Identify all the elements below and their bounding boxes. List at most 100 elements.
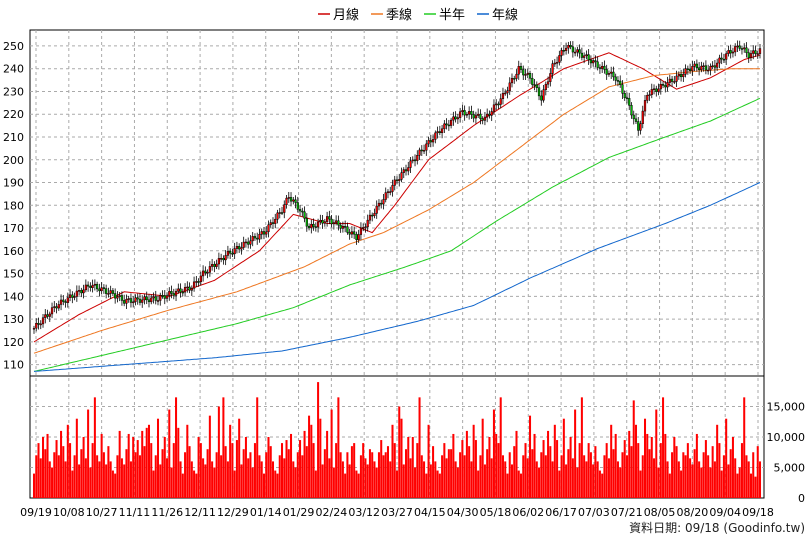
ma-year-line — [33, 182, 761, 372]
candle-body — [583, 55, 586, 58]
candle-body — [123, 300, 126, 304]
candle-body — [531, 77, 534, 85]
candle-body — [100, 287, 103, 292]
candle-body — [483, 116, 487, 121]
candle-body — [186, 286, 189, 289]
volume-bar — [747, 461, 750, 498]
volume-bar — [166, 458, 169, 498]
candle-body — [648, 94, 651, 96]
price-tick-240: 240 — [3, 63, 24, 76]
candle-body — [161, 295, 164, 297]
volume-bar — [260, 461, 263, 498]
candle-body — [560, 49, 563, 56]
price-tick-210: 210 — [3, 131, 24, 144]
volume-bar — [625, 455, 628, 498]
volume-bar — [294, 467, 297, 498]
volume-bar — [292, 461, 295, 498]
x-label-22: 09/18 — [742, 506, 774, 519]
volume-bar — [666, 461, 669, 498]
volume-bar — [567, 449, 570, 498]
volume-bar — [734, 458, 737, 498]
candle-body — [574, 51, 577, 54]
candle-body — [337, 220, 340, 226]
volume-bar — [71, 470, 74, 498]
candle-body — [461, 110, 464, 112]
ma-month-line — [33, 52, 761, 343]
volume-bar — [603, 455, 606, 498]
ma-half-line — [33, 97, 761, 372]
volume-bar — [301, 455, 304, 498]
candle-body — [206, 272, 209, 274]
volume-bars — [32, 382, 762, 498]
volume-bar — [337, 397, 340, 498]
volume-bar — [353, 443, 356, 498]
candle-body — [747, 52, 750, 59]
volume-bar — [287, 449, 290, 498]
volume-bar — [274, 470, 277, 498]
volume-bar — [418, 397, 421, 498]
candle-body — [217, 258, 220, 265]
candle-body — [39, 323, 42, 326]
x-label-2: 10/27 — [86, 506, 118, 519]
candle-body — [355, 233, 358, 240]
price-axis-labels: 110 120 130 140 150 160 170 180 190 200 210 220 230 2… — [3, 40, 24, 372]
candle-body — [427, 140, 430, 145]
volume-bar — [87, 409, 90, 498]
candle-body — [226, 251, 230, 256]
candle-body — [666, 82, 669, 88]
candle-body — [407, 167, 410, 172]
candle-body — [93, 283, 96, 286]
candle-body — [129, 298, 133, 303]
volume-bar — [585, 461, 588, 498]
candle-body — [625, 97, 629, 100]
candle-body — [580, 52, 583, 58]
volume-bar — [190, 461, 193, 498]
candle-body — [499, 98, 502, 105]
volume-bar — [447, 449, 450, 498]
volume-bar — [576, 467, 579, 498]
candle-body — [398, 179, 401, 182]
volume-bar — [314, 470, 317, 498]
candle-body — [68, 294, 72, 298]
candle-body — [389, 191, 392, 193]
volume-bar — [330, 409, 333, 498]
legend-label-3: 年線 — [492, 7, 518, 23]
volume-bar — [332, 467, 335, 498]
volume-bar — [107, 446, 110, 498]
candle-body — [348, 232, 351, 235]
candle-body — [251, 236, 254, 242]
candle-body — [632, 114, 635, 120]
candle-body — [368, 214, 372, 221]
candle-body — [621, 84, 624, 94]
volume-bar — [247, 458, 250, 498]
price-tick-200: 200 — [3, 154, 24, 167]
volume-bar — [445, 458, 448, 498]
candle-body — [188, 286, 191, 291]
candle-body — [53, 306, 56, 308]
price-tick-150: 150 — [3, 268, 24, 281]
candle-body — [287, 197, 290, 199]
candle-body — [107, 293, 110, 295]
candle-body — [641, 110, 644, 124]
candle-body — [298, 209, 302, 212]
candle-body — [319, 220, 322, 223]
volume-bar — [222, 397, 225, 498]
candle-body — [152, 296, 155, 299]
candle-body — [452, 116, 455, 121]
x-label-8: 01/29 — [283, 506, 315, 519]
candle-body — [745, 47, 748, 53]
candle-body — [150, 297, 153, 303]
candle-body — [614, 76, 617, 81]
candle-body — [657, 88, 660, 92]
volume-bar — [328, 458, 331, 498]
candle-body — [44, 314, 47, 318]
volume-bar — [73, 455, 76, 498]
volume-bar — [285, 440, 288, 498]
candle-body — [567, 45, 570, 49]
candle-body — [303, 211, 306, 219]
volume-bar — [700, 467, 703, 498]
candle-body — [260, 231, 263, 235]
x-label-18: 07/21 — [611, 506, 643, 519]
volume-bar — [495, 433, 498, 498]
volume-bar — [251, 467, 254, 498]
